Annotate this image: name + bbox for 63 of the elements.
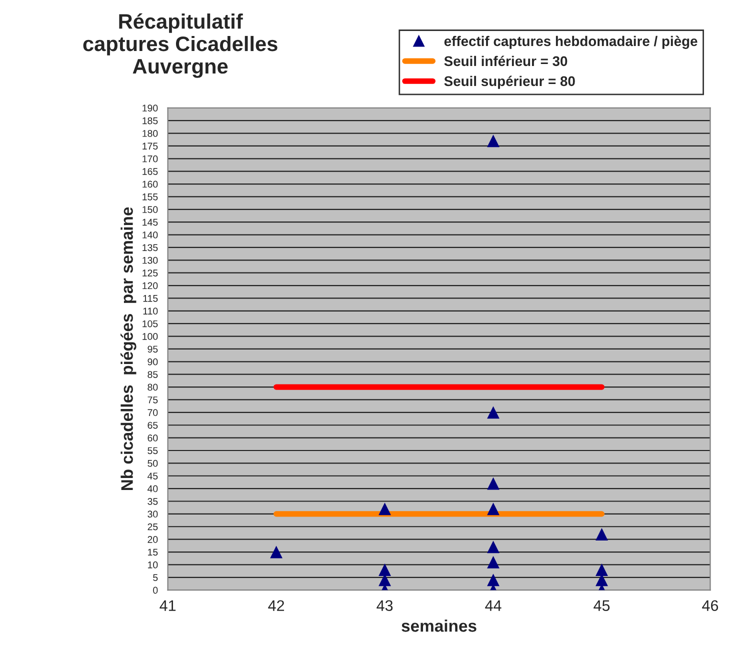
y-tick-label: 35 [148,498,158,505]
y-tick-label: 190 [142,104,158,112]
y-tick-label: 30 [148,510,158,518]
y-tick-label: 155 [142,194,158,200]
y-tick-label: 150 [142,206,158,214]
y-tick-label: 135 [142,244,158,252]
chart-title: Récapitulatif captures Cicadelles Auvergne [83,13,278,78]
y-tick-label: 65 [148,422,158,429]
x-tick-label: 43 [376,600,393,612]
y-tick-label: 110 [143,308,158,315]
y-tick-label: 180 [142,130,158,137]
y-tick-label: 140 [142,232,158,238]
y-axis-title: Nb cicadelles piégées par semaine [120,207,136,490]
x-tick-label: 45 [594,600,610,612]
y-tick-label: 45 [147,472,158,480]
point [487,574,500,586]
point [596,528,608,540]
y-tick-label: 95 [148,346,158,353]
legend-label: Seuil inférieur = 30 [444,56,568,66]
y-tick-label: 5 [153,574,158,582]
y-tick-label: 85 [148,371,158,378]
y-tick-label: 10 [148,561,158,568]
y-tick-label: 100 [142,333,158,340]
point [596,564,608,576]
y-tick-label: 115 [143,295,158,302]
x-axis-title: semaines [402,620,476,632]
y-tick-label: 175 [142,142,158,150]
point [487,556,500,568]
y-tick-label: 160 [142,180,158,188]
point [487,502,500,516]
y-tick-label: 105 [142,320,158,328]
y-tick-label: 170 [142,155,158,162]
point [378,564,391,576]
y-tick-label: 70 [148,409,158,416]
y-tick-label: 75 [148,396,158,404]
y-tick-label: 20 [148,536,158,543]
y-tick-label: 145 [142,218,158,226]
y-tick-label: 130 [142,256,158,264]
point [487,134,500,148]
point [487,406,500,419]
y-tick-label: 0 [153,586,158,594]
x-tick-label: 46 [702,600,718,612]
y-tick-label: 25 [148,523,158,530]
y-tick-label: 50 [148,460,158,467]
y-tick-label: 120 [142,282,158,290]
point [270,546,283,558]
point [487,477,500,490]
y-tick-label: 15 [148,548,158,556]
x-tick-label: 44 [485,600,502,611]
point [378,502,391,516]
y-tick-label: 55 [148,447,158,454]
y-tick-label: 60 [148,434,158,442]
y-tick-label: 165 [142,168,158,175]
y-tick-label: 125 [142,270,158,276]
legend-label: Seuil supérieur = 80 [444,76,575,89]
y-tick-label: 185 [142,117,158,124]
y-tick-label: 40 [147,485,158,492]
y-tick-label: 80 [148,384,158,391]
x-tick-label: 42 [268,600,284,611]
y-tick-label: 90 [148,358,158,366]
x-tick-label: 41 [160,600,176,611]
legend-label: effectif captures hebdomadaire / piège [444,36,698,49]
point [487,540,500,554]
